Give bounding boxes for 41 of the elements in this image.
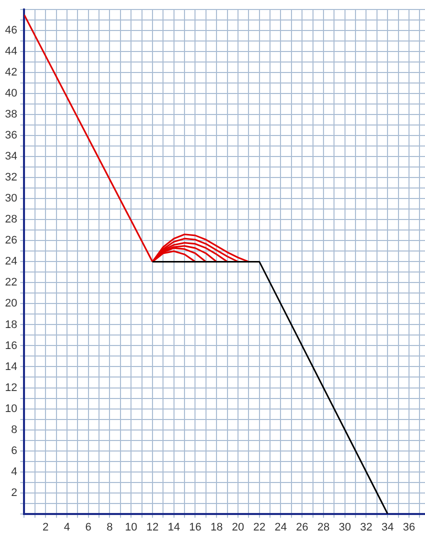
x-tick-label: 14 [168,521,180,534]
x-tick-label: 2 [42,521,49,534]
y-tick-label: 30 [4,192,18,205]
x-tick-label: 36 [402,521,416,534]
y-tick-label: 28 [4,214,18,226]
x-tick-label: 16 [189,521,202,534]
y-tick-label: 42 [4,66,18,79]
y-tick-label: 36 [4,130,18,142]
x-tick-label: 20 [232,521,244,534]
x-tick-label: 32 [360,521,372,534]
y-tick-label: 12 [4,382,18,394]
x-tick-label: 6 [85,521,92,534]
y-tick-label: 10 [4,402,18,415]
y-tick-label: 22 [4,276,18,289]
y-tick-label: 34 [4,150,18,163]
y-tick-label: 4 [11,466,18,478]
y-tick-label: 40 [4,88,18,100]
y-tick-label: 6 [11,444,18,457]
x-tick-label: 26 [296,521,308,534]
y-tick-label: 32 [4,172,18,184]
y-tick-label: 46 [4,24,18,37]
x-tick-label: 4 [64,521,70,534]
y-tick-label: 20 [4,298,18,310]
x-tick-label: 34 [381,521,394,534]
x-tick-label: 22 [253,521,266,534]
y-tick-label: 44 [4,46,18,58]
x-tick-label: 8 [106,521,113,534]
x-tick-label: 12 [146,521,159,534]
x-tick-label: 10 [124,521,138,534]
x-tick-label: 28 [317,521,330,534]
x-tick-label: 30 [338,521,351,534]
y-tick-label: 14 [4,360,18,373]
x-tick-label: 18 [210,521,223,534]
y-tick-label: 2 [11,486,18,499]
y-tick-label: 26 [4,234,18,247]
y-tick-label: 38 [4,108,18,121]
y-tick-label: 16 [4,340,18,352]
y-tick-label: 18 [4,318,18,331]
y-tick-label: 8 [11,424,18,436]
y-tick-label: 24 [4,256,18,268]
x-tick-label: 24 [274,521,287,534]
